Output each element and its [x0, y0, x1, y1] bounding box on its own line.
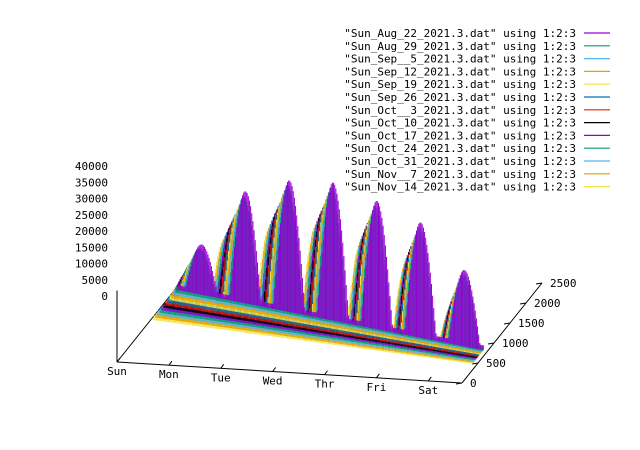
legend-entry-label: "Sun_Oct_17_2021.3.dat" using 1:2:3 — [344, 129, 576, 142]
y-tick-mark — [471, 362, 479, 365]
y-tick-mark — [487, 342, 495, 345]
x-tick-mark — [116, 357, 121, 363]
x-tick-mark — [324, 370, 328, 375]
y-tick-mark — [519, 302, 527, 305]
x-tick-mark — [272, 367, 277, 372]
legend-entry-label: "Sun_Nov_14_2021.3.dat" using 1:2:3 — [344, 181, 576, 194]
y-tick-label: 2500 — [550, 277, 577, 290]
x-tick-label: Tue — [211, 371, 231, 384]
y-tick-label: 1000 — [502, 337, 529, 350]
y-tick-mark — [503, 322, 511, 325]
legend-entry-label: "Sun_Sep_12_2021.3.dat" using 1:2:3 — [344, 65, 576, 78]
z-tick-label: 10000 — [75, 258, 108, 271]
x-tick-label: Fri — [366, 381, 386, 394]
axes-group: Sun Mon Tue Wed Thr Fri Sat 0 500 1000 1500 2000 250… — [75, 160, 577, 397]
series-group — [153, 180, 484, 364]
x-tick-mark — [220, 364, 225, 369]
z-tick-label: 30000 — [75, 193, 108, 206]
legend-entry-label: "Sun_Sep_26_2021.3.dat" using 1:2:3 — [344, 91, 576, 104]
y-axis-line — [461, 282, 543, 384]
y-tick-mark — [455, 382, 463, 385]
legend-entry-label: "Sun_Aug_22_2021.3.dat" using 1:2:3 — [344, 27, 576, 40]
y-tick-label: 1500 — [518, 317, 545, 330]
y-tick-mark — [535, 282, 543, 285]
z-tick-label: 20000 — [75, 225, 108, 238]
x-tick-label: Wed — [263, 374, 283, 387]
legend-entry-label: "Sun_Oct__3_2021.3.dat" using 1:2:3 — [344, 104, 576, 117]
z-tick-label: 0 — [101, 290, 108, 303]
legend-entry-label: "Sun_Oct_24_2021.3.dat" using 1:2:3 — [344, 142, 576, 155]
z-tick-label: 35000 — [75, 176, 108, 189]
series-impulses — [177, 180, 484, 351]
z-tick-label: 5000 — [82, 274, 109, 287]
x-tick-label: Thr — [315, 378, 335, 391]
legend-entry-label: "Sun_Oct_31_2021.3.dat" using 1:2:3 — [344, 155, 576, 168]
y-tick-label: 0 — [470, 377, 477, 390]
x-tick-label: Mon — [159, 368, 179, 381]
x-tick-label: Sun — [107, 365, 127, 378]
x-tick-mark — [427, 376, 432, 382]
z-tick-label: 15000 — [75, 241, 108, 254]
legend: "Sun_Aug_22_2021.3.dat" using 1:2:3"Sun_… — [344, 27, 610, 194]
x-tick-label: Sat — [418, 384, 438, 397]
legend-entry-label: "Sun_Aug_29_2021.3.dat" using 1:2:3 — [344, 40, 576, 53]
legend-entry-label: "Sun_Sep__5_2021.3.dat" using 1:2:3 — [344, 53, 576, 66]
x-axis-line — [116, 361, 463, 384]
legend-entry-label: "Sun_Oct_10_2021.3.dat" using 1:2:3 — [344, 117, 576, 130]
legend-entry-label: "Sun_Sep_19_2021.3.dat" using 1:2:3 — [344, 78, 576, 91]
x-tick-mark — [375, 373, 380, 379]
z-tick-label: 40000 — [75, 160, 108, 173]
z-tick-label: 25000 — [75, 209, 108, 222]
y-tick-label: 2000 — [534, 297, 561, 310]
y-tick-label: 500 — [486, 357, 506, 370]
x-tick-mark — [168, 360, 173, 366]
legend-entry-label: "Sun_Nov__7_2021.3.dat" using 1:2:3 — [344, 168, 576, 181]
